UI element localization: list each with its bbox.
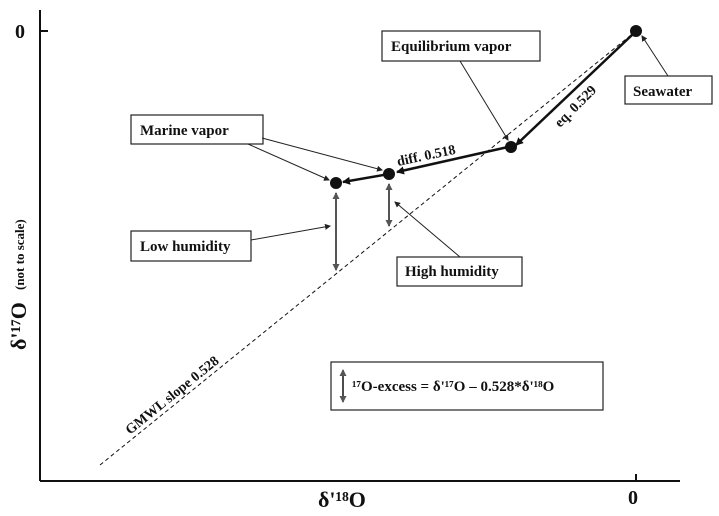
- marine-vapor-callout: Marine vapor: [140, 123, 229, 139]
- equilibrium-vapor-point: [505, 141, 517, 153]
- legend-box: [330, 361, 604, 411]
- diff-arrow-low: [342, 172, 390, 185]
- equilibrium-vapor-callout: Equilibrium vapor: [391, 39, 512, 55]
- diff-arrow-high: [396, 145, 509, 175]
- equilibrium-vapor-pointer: [459, 60, 509, 141]
- gmwl-label: GMWL slope 0.528: [123, 354, 222, 438]
- marine-vapor-pointer-low: [247, 143, 330, 181]
- seawater-point: [630, 25, 642, 37]
- low-humidity-callout: Low humidity: [140, 239, 231, 255]
- gmwl-line: [99, 30, 637, 466]
- eq-arrow: [515, 34, 633, 146]
- eq-label: eq. 0.529: [552, 83, 600, 131]
- seawater-pointer: [641, 35, 669, 77]
- low-humidity-pointer: [250, 223, 331, 241]
- y-axis-label: δ'¹⁷O: [6, 302, 31, 350]
- x-tick-zero: 0: [628, 487, 638, 509]
- y-axis-note: (not to scale): [12, 219, 27, 290]
- x-axis-label: δ'¹⁸O: [318, 487, 366, 512]
- marine-vapor-pointer-high: [261, 137, 383, 172]
- legend-equation: ¹⁷O-excess = δ'¹⁷O – 0.528*δ'¹⁸O: [352, 379, 554, 395]
- high-humidity-pointer: [394, 201, 461, 258]
- high-humidity-callout: High humidity: [405, 264, 499, 280]
- high-humidity-vapor-point: [383, 168, 395, 180]
- seawater-callout: Seawater: [633, 84, 692, 100]
- y-tick-zero: 0: [15, 21, 25, 43]
- low-humidity-vapor-point: [330, 177, 342, 189]
